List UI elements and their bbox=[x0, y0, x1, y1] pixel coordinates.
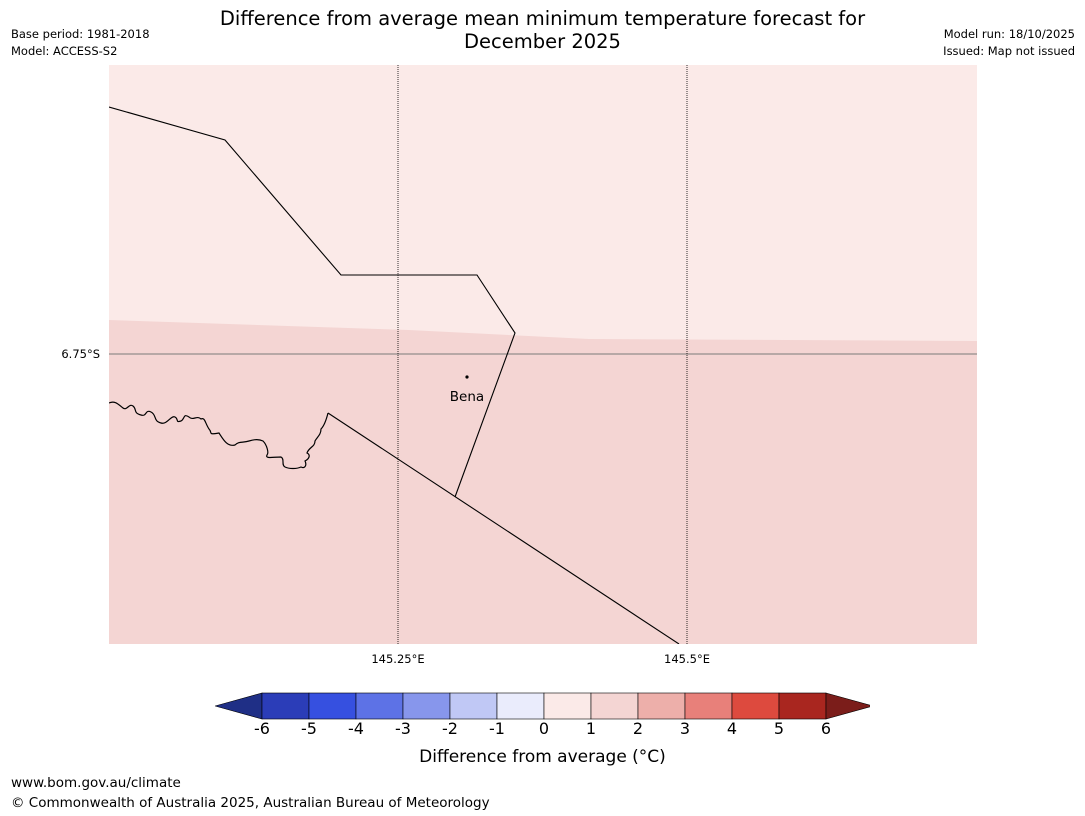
colorbar-segment bbox=[496, 692, 545, 720]
town-marker bbox=[465, 375, 469, 379]
longitude-label-1: 145.25°E bbox=[371, 652, 425, 666]
colorbar-segment bbox=[449, 692, 498, 720]
map-title-line-1: Difference from average mean minimum tem… bbox=[219, 7, 866, 30]
issued-status: Issued: Map not issued bbox=[943, 44, 1075, 58]
colorbar-tick-label: 4 bbox=[726, 719, 738, 738]
colorbar-extend-high bbox=[825, 692, 870, 720]
colorbar-tick-label: -2 bbox=[442, 719, 458, 738]
province-boundary bbox=[109, 106, 516, 498]
colorbar bbox=[215, 692, 870, 720]
longitude-label-2: 145.5°E bbox=[664, 652, 710, 666]
colorbar-segment bbox=[637, 692, 686, 720]
colorbar-tick-label: -4 bbox=[348, 719, 364, 738]
town-label: Bena bbox=[450, 389, 484, 405]
colorbar-segment bbox=[355, 692, 404, 720]
colorbar-tick-label: -3 bbox=[395, 719, 411, 738]
river bbox=[109, 401, 329, 470]
anomaly-region-1-to-2 bbox=[109, 320, 977, 644]
colorbar-tick-label: -1 bbox=[489, 719, 505, 738]
colorbar-tick-label: 2 bbox=[632, 719, 644, 738]
colorbar-segment bbox=[684, 692, 733, 720]
colorbar-segment bbox=[778, 692, 827, 720]
colorbar-segment bbox=[731, 692, 780, 720]
colorbar-tick-label: 5 bbox=[773, 719, 785, 738]
meta-left: Base period: 1981-2018 Model: ACCESS-S2 bbox=[11, 26, 150, 60]
latitude-label: 6.75°S bbox=[61, 347, 100, 361]
colorbar-label: Difference from average (°C) bbox=[419, 747, 666, 767]
model-run: Model run: 18/10/2025 bbox=[943, 27, 1075, 41]
colorbar-tick-label: -6 bbox=[254, 719, 270, 738]
colorbar-segment bbox=[402, 692, 451, 720]
base-period: Base period: 1981-2018 bbox=[11, 27, 150, 41]
colorbar-segment bbox=[543, 692, 592, 720]
colorbar-segment bbox=[261, 692, 310, 720]
colorbar-tick-label: 6 bbox=[820, 719, 832, 738]
colorbar-tick-label: 0 bbox=[538, 719, 550, 738]
colorbar-segment bbox=[308, 692, 357, 720]
map-title-line-2: December 2025 bbox=[464, 30, 621, 53]
footer-copyright: © Commonwealth of Australia 2025, Austra… bbox=[11, 795, 490, 811]
meta-right: Model run: 18/10/2025 Issued: Map not is… bbox=[943, 26, 1075, 60]
province-boundary-south bbox=[327, 412, 680, 644]
forecast-map: Bena bbox=[109, 65, 977, 644]
footer-url: www.bom.gov.au/climate bbox=[11, 775, 181, 791]
colorbar-tick-label: -5 bbox=[301, 719, 317, 738]
colorbar-extend-low bbox=[215, 692, 263, 720]
colorbar-tick-label: 1 bbox=[585, 719, 597, 738]
colorbar-segment bbox=[590, 692, 639, 720]
model-name: Model: ACCESS-S2 bbox=[11, 44, 118, 58]
map-title: Difference from average mean minimum tem… bbox=[0, 7, 1085, 53]
colorbar-tick-label: 3 bbox=[679, 719, 691, 738]
